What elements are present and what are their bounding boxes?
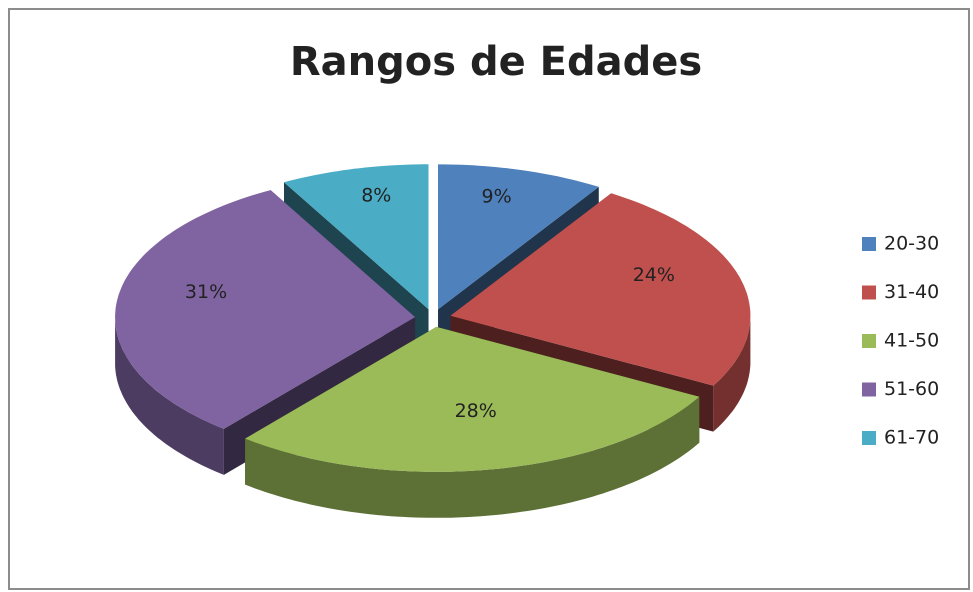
- legend-swatch: [862, 285, 876, 300]
- slice-top: [245, 326, 700, 472]
- data-label: 28%: [455, 400, 497, 422]
- slice-wall: [245, 396, 700, 518]
- data-label: 8%: [361, 184, 391, 206]
- legend-label: 31-40: [884, 281, 939, 303]
- slice-top: [438, 164, 599, 310]
- data-label: 9%: [482, 185, 512, 207]
- legend-swatch: [862, 382, 876, 397]
- slice-top: [115, 190, 416, 429]
- slice-wall: [713, 315, 751, 432]
- legend-label: 51-60: [884, 378, 939, 400]
- data-label: 31%: [185, 281, 227, 303]
- chart-title: Rangos de Edades: [290, 39, 702, 85]
- slice-top: [450, 193, 751, 386]
- legend-label: 20-30: [884, 233, 939, 255]
- data-label: 24%: [633, 264, 675, 286]
- legend-swatch: [862, 237, 876, 251]
- legend-label: 41-50: [884, 330, 939, 352]
- pie-slice: 28%: [245, 326, 700, 518]
- legend-swatch: [862, 431, 876, 445]
- legend-swatch: [862, 334, 876, 348]
- legend-label: 61-70: [884, 427, 939, 449]
- slice-top: [284, 164, 429, 310]
- slice-wall: [115, 317, 224, 475]
